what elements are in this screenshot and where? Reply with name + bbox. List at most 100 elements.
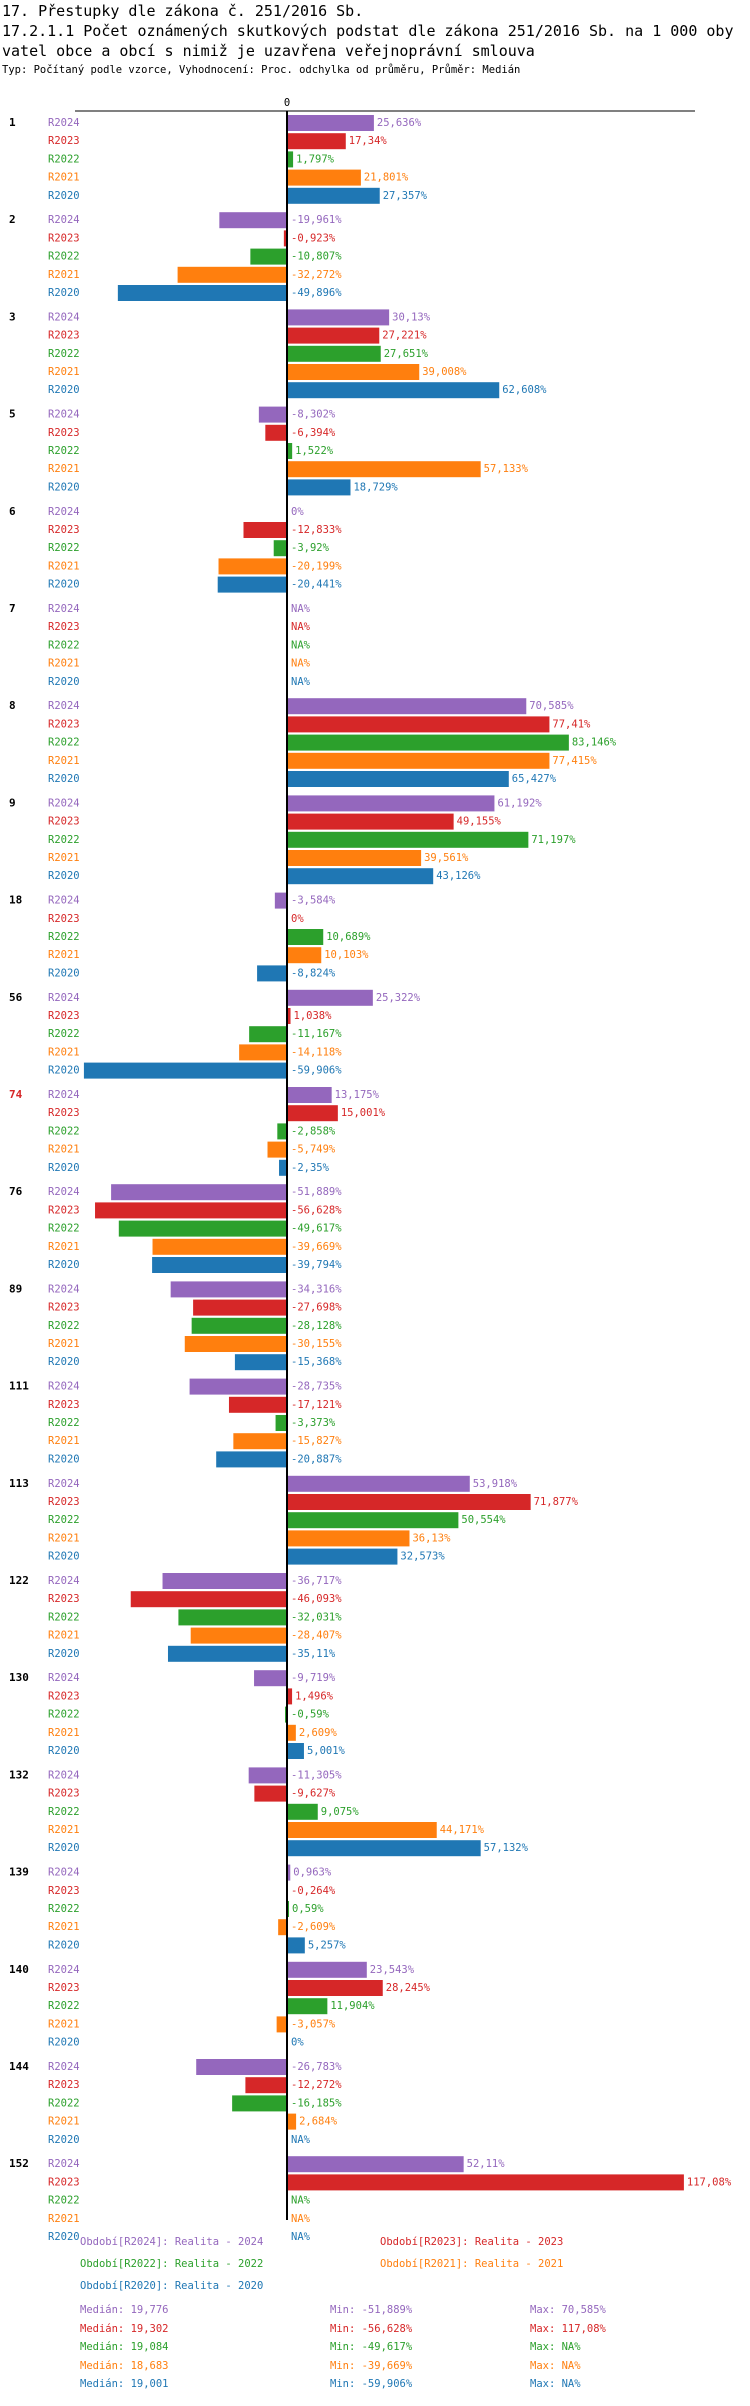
bar-89-R2024 xyxy=(170,1281,287,1298)
value-label-5-R2022: 1,522% xyxy=(295,445,334,457)
value-label-8-R2024: 70,585% xyxy=(529,700,574,712)
series-label-56-R2022: R2022 xyxy=(48,1028,80,1040)
value-label-152-R2024: 52,11% xyxy=(467,2158,506,2170)
value-label-18-R2021: 10,103% xyxy=(324,949,369,961)
series-label-130-R2020: R2020 xyxy=(48,1745,80,1757)
value-label-130-R2022: -0,59% xyxy=(291,1709,330,1721)
series-label-6-R2021: R2021 xyxy=(48,560,80,572)
bar-1-R2024 xyxy=(287,115,374,131)
value-label-3-R2021: 39,008% xyxy=(422,366,467,378)
value-label-89-R2022: -28,128% xyxy=(291,1320,342,1332)
series-label-18-R2022: R2022 xyxy=(48,931,80,943)
bar-9-R2023 xyxy=(287,813,454,830)
legend-median-R2020: Medián: 19,001 xyxy=(80,2378,169,2390)
bar-132-R2024 xyxy=(248,1767,287,1784)
value-label-3-R2020: 62,608% xyxy=(502,384,547,396)
value-label-139-R2021: -2,609% xyxy=(291,1921,336,1933)
value-label-1-R2024: 25,636% xyxy=(377,117,422,129)
value-label-7-R2022: NA% xyxy=(291,639,311,651)
bar-132-R2021 xyxy=(287,1822,437,1838)
series-label-132-R2022: R2022 xyxy=(48,1806,80,1818)
series-label-139-R2024: R2024 xyxy=(48,1867,80,1879)
series-label-152-R2021: R2021 xyxy=(48,2213,80,2225)
group-label-2: 2 xyxy=(9,213,16,226)
value-label-132-R2024: -11,305% xyxy=(291,1769,342,1781)
bar-6-R2021 xyxy=(218,558,287,575)
value-label-76-R2020: -39,794% xyxy=(291,1259,342,1271)
bar-18-R2020 xyxy=(257,965,287,982)
series-label-18-R2024: R2024 xyxy=(48,895,80,907)
value-label-7-R2024: NA% xyxy=(291,603,311,615)
value-label-132-R2022: 9,075% xyxy=(321,1806,360,1818)
series-label-6-R2022: R2022 xyxy=(48,542,80,554)
value-label-6-R2024: 0% xyxy=(291,506,304,518)
bar-8-R2024 xyxy=(287,698,527,715)
value-label-5-R2020: 18,729% xyxy=(353,481,398,493)
series-label-5-R2023: R2023 xyxy=(48,427,80,439)
series-label-9-R2023: R2023 xyxy=(48,816,80,828)
value-label-2-R2021: -32,272% xyxy=(291,269,342,281)
value-label-130-R2023: 1,496% xyxy=(295,1690,334,1702)
bar-130-R2024 xyxy=(254,1670,287,1687)
bar-113-R2022 xyxy=(287,1512,459,1529)
series-label-113-R2024: R2024 xyxy=(48,1478,80,1490)
bar-140-R2023 xyxy=(287,1980,383,1996)
bar-144-R2023 xyxy=(245,2077,287,2094)
value-label-9-R2020: 43,126% xyxy=(436,870,481,882)
series-label-1-R2023: R2023 xyxy=(48,135,80,147)
chart-title-line-2: 17.2.1.1 Počet oznámených skutkových pod… xyxy=(2,22,734,40)
value-label-89-R2023: -27,698% xyxy=(291,1302,342,1314)
value-label-56-R2020: -59,906% xyxy=(291,1065,342,1077)
series-label-1-R2024: R2024 xyxy=(48,117,80,129)
value-label-132-R2020: 57,132% xyxy=(484,1842,529,1854)
zero-tick-label: 0 xyxy=(284,97,290,109)
bar-18-R2022 xyxy=(287,929,324,945)
series-label-140-R2022: R2022 xyxy=(48,2000,80,2012)
series-label-8-R2021: R2021 xyxy=(48,755,80,767)
series-label-140-R2021: R2021 xyxy=(48,2018,80,2030)
series-label-130-R2022: R2022 xyxy=(48,1709,80,1721)
series-label-74-R2023: R2023 xyxy=(48,1107,80,1119)
group-label-8: 8 xyxy=(9,699,16,712)
bar-5-R2021 xyxy=(287,461,481,478)
series-label-132-R2024: R2024 xyxy=(48,1769,80,1781)
group-label-89: 89 xyxy=(9,1282,22,1295)
value-label-2-R2023: -0,923% xyxy=(291,232,336,244)
legend-min-R2020: Min: -59,906% xyxy=(330,2378,413,2390)
series-label-76-R2022: R2022 xyxy=(48,1223,80,1235)
series-label-139-R2020: R2020 xyxy=(48,1939,80,1951)
legend-max-R2020: Max: NA% xyxy=(530,2378,581,2390)
value-label-8-R2020: 65,427% xyxy=(512,773,557,785)
series-label-139-R2021: R2021 xyxy=(48,1921,80,1933)
bar-chart: 0 1 R2024 25,636% R2023 17,34% R2022 1,797% R202… xyxy=(9,97,732,2243)
legend-min-R2023: Min: -56,628% xyxy=(330,2322,413,2335)
value-label-130-R2020: 5,001% xyxy=(307,1745,346,1757)
value-label-7-R2020: NA% xyxy=(291,676,311,688)
bar-122-R2021 xyxy=(190,1627,287,1644)
value-label-111-R2020: -20,887% xyxy=(291,1453,342,1465)
series-label-5-R2024: R2024 xyxy=(48,409,80,421)
value-label-139-R2020: 5,257% xyxy=(308,1939,347,1951)
series-label-140-R2023: R2023 xyxy=(48,1982,80,1994)
series-label-89-R2023: R2023 xyxy=(48,1302,80,1314)
bar-9-R2022 xyxy=(287,831,529,848)
bar-122-R2022 xyxy=(178,1609,287,1626)
bar-9-R2021 xyxy=(287,850,422,866)
series-label-5-R2022: R2022 xyxy=(48,445,80,457)
group-label-6: 6 xyxy=(9,505,16,518)
series-label-2-R2020: R2020 xyxy=(48,287,80,299)
series-label-56-R2024: R2024 xyxy=(48,992,80,1004)
value-label-111-R2021: -15,827% xyxy=(291,1435,342,1447)
value-label-1-R2020: 27,357% xyxy=(383,190,428,202)
series-label-2-R2021: R2021 xyxy=(48,269,80,281)
series-label-139-R2023: R2023 xyxy=(48,1885,80,1897)
value-label-74-R2020: -2,35% xyxy=(291,1162,330,1174)
bar-132-R2022 xyxy=(287,1803,318,1820)
series-label-130-R2023: R2023 xyxy=(48,1690,80,1702)
value-label-130-R2021: 2,609% xyxy=(299,1727,338,1739)
bar-56-R2022 xyxy=(249,1026,287,1043)
series-label-122-R2024: R2024 xyxy=(48,1575,80,1587)
bar-139-R2022 xyxy=(287,1901,290,1917)
series-label-122-R2020: R2020 xyxy=(48,1648,80,1660)
